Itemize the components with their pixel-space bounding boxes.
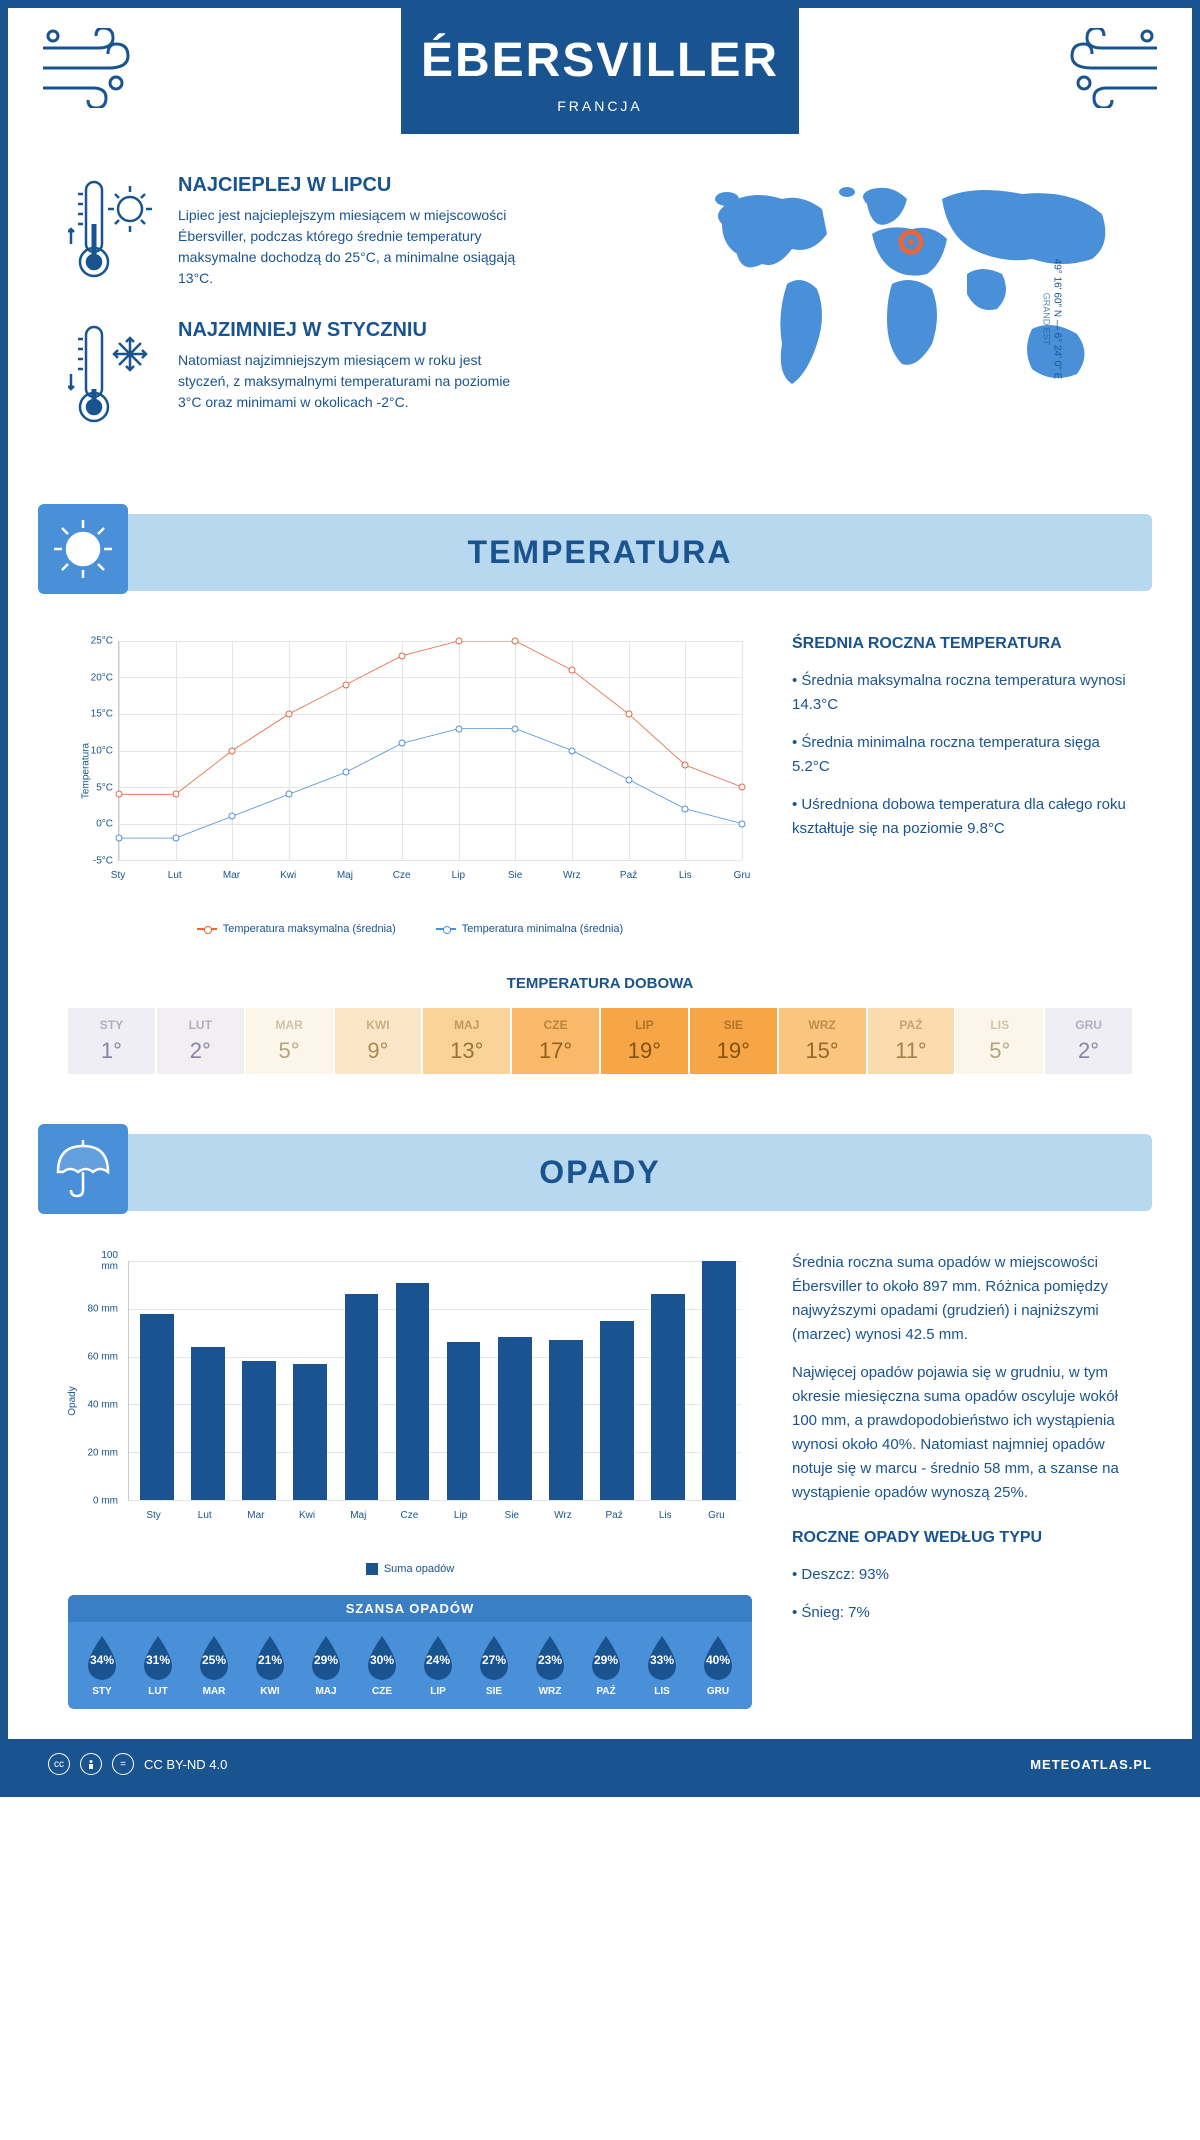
daily-temp-cell: CZE17° bbox=[512, 1008, 599, 1074]
coldest-text: Natomiast najzimniejszym miesiącem w rok… bbox=[178, 350, 528, 413]
daily-temp-cell: GRU2° bbox=[1045, 1008, 1132, 1074]
temp-annual-info: ŚREDNIA ROCZNA TEMPERATURA • Średnia mak… bbox=[792, 631, 1132, 935]
precip-info: Średnia roczna suma opadów w miejscowośc… bbox=[792, 1251, 1132, 1709]
daily-temp-cell: SIE19° bbox=[690, 1008, 777, 1074]
country: FRANCJA bbox=[421, 98, 779, 114]
sun-icon bbox=[38, 504, 128, 594]
daily-temp-cell: LUT2° bbox=[157, 1008, 244, 1074]
footer: cc = CC BY-ND 4.0 METEOATLAS.PL bbox=[8, 1739, 1192, 1789]
chance-drop: 27%SIE bbox=[468, 1634, 520, 1697]
by-icon bbox=[80, 1753, 102, 1775]
precip-type-bullet: • Śnieg: 7% bbox=[792, 1601, 1132, 1625]
world-map: 49° 16' 60" N — 6° 24' 0" E GRAND EST bbox=[692, 174, 1132, 464]
temp-info-bullet: • Uśredniona dobowa temperatura dla całe… bbox=[792, 793, 1132, 841]
chance-drop: 24%LIP bbox=[412, 1634, 464, 1697]
section-precipitation: OPADY bbox=[48, 1134, 1152, 1211]
daily-temp-cell: MAR5° bbox=[246, 1008, 333, 1074]
warmest-title: NAJCIEPLEJ W LIPCU bbox=[178, 174, 528, 197]
precip-chart-legend: Suma opadów bbox=[68, 1563, 752, 1575]
chance-drop: 23%WRZ bbox=[524, 1634, 576, 1697]
section-temperature: TEMPERATURA bbox=[48, 514, 1152, 591]
thermometer-snow-icon bbox=[68, 319, 158, 434]
warmest-text: Lipiec jest najcieplejszym miesiącem w m… bbox=[178, 205, 528, 289]
wind-icon-left bbox=[8, 8, 168, 133]
daily-temp-cell: WRZ15° bbox=[779, 1008, 866, 1074]
chance-drop: 21%KWI bbox=[244, 1634, 296, 1697]
city-title: ÉBERSVILLER bbox=[421, 33, 779, 88]
precip-type-bullet: • Deszcz: 93% bbox=[792, 1563, 1132, 1587]
daily-temp-cell: MAJ13° bbox=[423, 1008, 510, 1074]
wind-icon-right bbox=[1032, 8, 1192, 133]
temp-info-bullet: • Średnia minimalna roczna temperatura s… bbox=[792, 731, 1132, 779]
daily-temp-cell: LIP19° bbox=[601, 1008, 688, 1074]
site-name: METEOATLAS.PL bbox=[1030, 1757, 1152, 1772]
license-text: CC BY-ND 4.0 bbox=[144, 1757, 227, 1772]
precipitation-bar-chart: Opady 0 mm20 mm40 mm60 mm80 mm100 mmStyL… bbox=[68, 1251, 752, 1551]
intro-section: NAJCIEPLEJ W LIPCU Lipiec jest najcieple… bbox=[8, 134, 1192, 494]
umbrella-icon bbox=[38, 1124, 128, 1214]
chance-drop: 25%MAR bbox=[188, 1634, 240, 1697]
temperature-line-chart: Temperatura -5°C0°C5°C10°C15°C20°C25°CSt… bbox=[68, 631, 752, 911]
chance-drop: 29%MAJ bbox=[300, 1634, 352, 1697]
chance-drop: 33%LIS bbox=[636, 1634, 688, 1697]
coordinates: 49° 16' 60" N — 6° 24' 0" E bbox=[1052, 259, 1063, 380]
chance-drop: 34%STY bbox=[76, 1634, 128, 1697]
daily-temperature-table: TEMPERATURA DOBOWA STY1°LUT2°MAR5°KWI9°M… bbox=[8, 965, 1192, 1114]
chance-drop: 31%LUT bbox=[132, 1634, 184, 1697]
chance-drop: 29%PAŹ bbox=[580, 1634, 632, 1697]
temp-info-bullet: • Średnia maksymalna roczna temperatura … bbox=[792, 669, 1132, 717]
daily-temp-cell: LIS5° bbox=[956, 1008, 1043, 1074]
daily-temp-cell: KWI9° bbox=[335, 1008, 422, 1074]
temp-chart-legend: Temperatura maksymalna (średnia) Tempera… bbox=[68, 923, 752, 935]
region: GRAND EST bbox=[1042, 219, 1052, 419]
cc-icon: cc bbox=[48, 1753, 70, 1775]
coldest-title: NAJZIMNIEJ W STYCZNIU bbox=[178, 319, 528, 342]
daily-temp-cell: STY1° bbox=[68, 1008, 155, 1074]
daily-temp-cell: PAŹ11° bbox=[868, 1008, 955, 1074]
nd-icon: = bbox=[112, 1753, 134, 1775]
chance-drop: 40%GRU bbox=[692, 1634, 744, 1697]
header: ÉBERSVILLER FRANCJA bbox=[401, 8, 799, 134]
precipitation-chance-panel: SZANSA OPADÓW 34%STY31%LUT25%MAR21%KWI29… bbox=[68, 1595, 752, 1709]
thermometer-sun-icon bbox=[68, 174, 158, 289]
chance-drop: 30%CZE bbox=[356, 1634, 408, 1697]
